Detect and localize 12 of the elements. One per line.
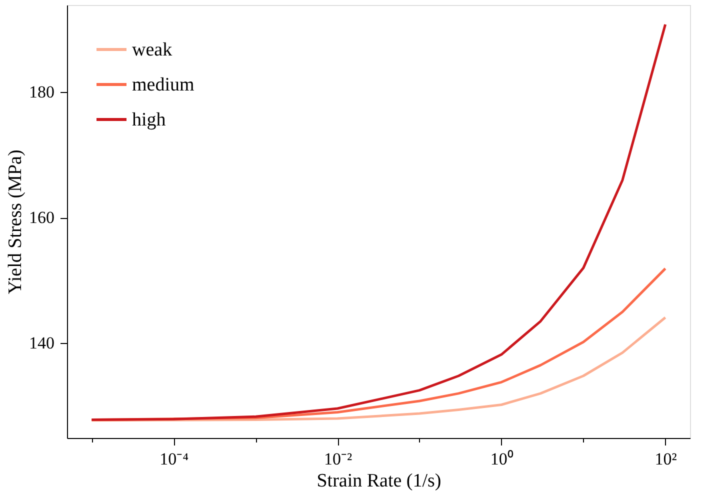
x-axis-title: Strain Rate (1/s) bbox=[316, 470, 442, 492]
y-tick-label: 160 bbox=[29, 208, 54, 228]
x-tick-label: 10² bbox=[654, 450, 677, 468]
x-tick-label: 10⁰ bbox=[490, 450, 514, 468]
legend-label: high bbox=[132, 110, 166, 130]
y-tick-label: 180 bbox=[29, 82, 54, 102]
legend-label: weak bbox=[132, 40, 173, 60]
y-tick-label: 140 bbox=[29, 334, 54, 353]
legend-label: medium bbox=[132, 74, 194, 96]
x-tick-label: 10⁻⁴ bbox=[160, 450, 189, 468]
y-axis-title: Yield Stress (MPa) bbox=[5, 150, 26, 294]
x-tick-label: 10⁻² bbox=[324, 450, 352, 468]
